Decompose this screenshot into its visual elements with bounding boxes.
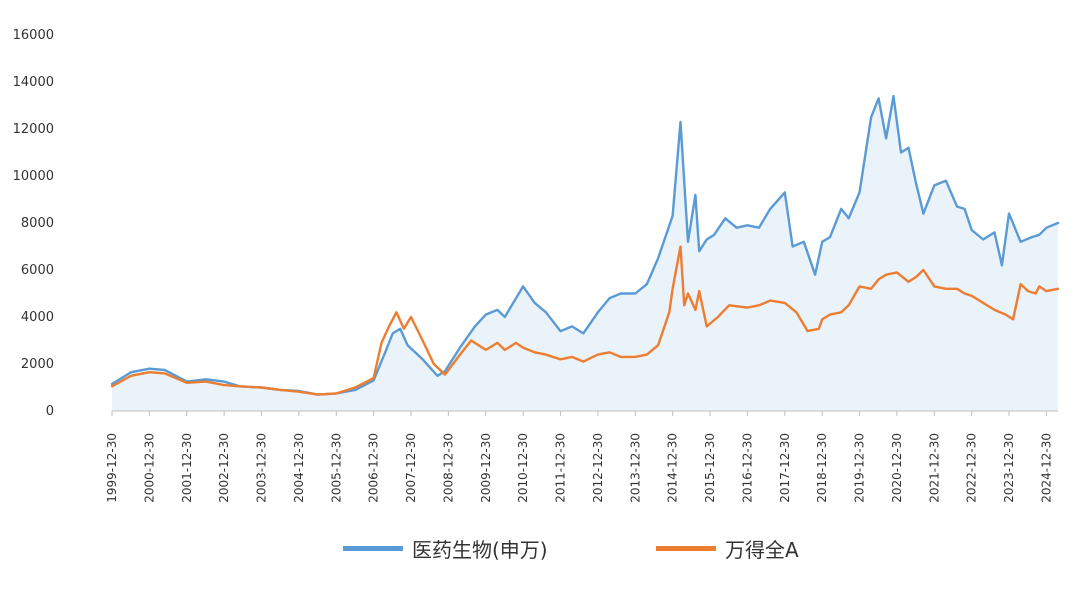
x-tick-label: 1999-12-30 — [105, 433, 119, 503]
legend: 医药生物(申万) 万得全A — [343, 538, 799, 562]
series-line-pharma — [110, 94, 1060, 396]
x-tick-label: 2022-12-30 — [965, 433, 979, 503]
legend-item-wind-all-a[interactable]: 万得全A — [656, 538, 799, 562]
x-tick-label: 2023-12-30 — [1002, 433, 1016, 503]
x-tick-label: 2012-12-30 — [591, 433, 605, 503]
y-tick-label: 6000 — [21, 263, 54, 278]
y-tick-label: 12000 — [13, 122, 54, 137]
x-tick-label: 2007-12-30 — [404, 433, 418, 503]
x-tick-label: 2004-12-30 — [292, 433, 306, 503]
y-tick-label: 10000 — [13, 169, 54, 184]
y-tick-label: 14000 — [13, 75, 54, 90]
x-axis: 1999-12-30 2000-12-30 2001-12-30 2002-12-30… — [105, 410, 1058, 503]
x-tick-label: 2010-12-30 — [516, 433, 530, 503]
legend-item-pharma[interactable]: 医药生物(申万) — [343, 538, 548, 562]
x-tick-label: 2018-12-30 — [815, 433, 829, 503]
x-tick-label: 2019-12-30 — [853, 433, 867, 503]
series-area-pharma — [112, 96, 1058, 411]
y-tick-label: 16000 — [13, 28, 54, 43]
x-tick-label: 2006-12-30 — [367, 433, 381, 503]
y-tick-label: 4000 — [21, 310, 54, 325]
x-tick-label: 2017-12-30 — [778, 433, 792, 503]
x-tick-label: 2008-12-30 — [441, 433, 455, 503]
y-axis: 0 2000 4000 6000 8000 10000 12000 14000 16000 — [13, 28, 54, 419]
legend-label-wind-all-a: 万得全A — [725, 538, 799, 562]
x-tick-label: 2009-12-30 — [479, 433, 493, 503]
x-tick-label: 2024-12-30 — [1039, 433, 1053, 503]
series-line-wind-all-a — [110, 245, 1060, 396]
x-tick-label: 2001-12-30 — [180, 433, 194, 503]
legend-label-pharma: 医药生物(申万) — [412, 538, 548, 562]
x-tick-label: 2015-12-30 — [703, 433, 717, 503]
y-tick-label: 0 — [46, 404, 54, 419]
legend-swatch-wind-all-a — [656, 546, 716, 551]
x-tick-label: 2021-12-30 — [927, 433, 941, 503]
x-tick-label: 2014-12-30 — [666, 433, 680, 503]
x-tick-label: 2003-12-30 — [255, 433, 269, 503]
x-tick-label: 2020-12-30 — [890, 433, 904, 503]
y-tick-label: 2000 — [21, 357, 54, 372]
x-tick-label: 2000-12-30 — [142, 433, 156, 503]
x-tick-label: 2016-12-30 — [740, 433, 754, 503]
x-tick-label: 2013-12-30 — [628, 433, 642, 503]
plot-area — [110, 94, 1060, 411]
x-tick-label: 2011-12-30 — [554, 433, 568, 503]
y-tick-label: 8000 — [21, 216, 54, 231]
x-tick-label: 2005-12-30 — [329, 433, 343, 503]
x-tick-label: 2002-12-30 — [217, 433, 231, 503]
legend-swatch-pharma — [343, 546, 403, 551]
